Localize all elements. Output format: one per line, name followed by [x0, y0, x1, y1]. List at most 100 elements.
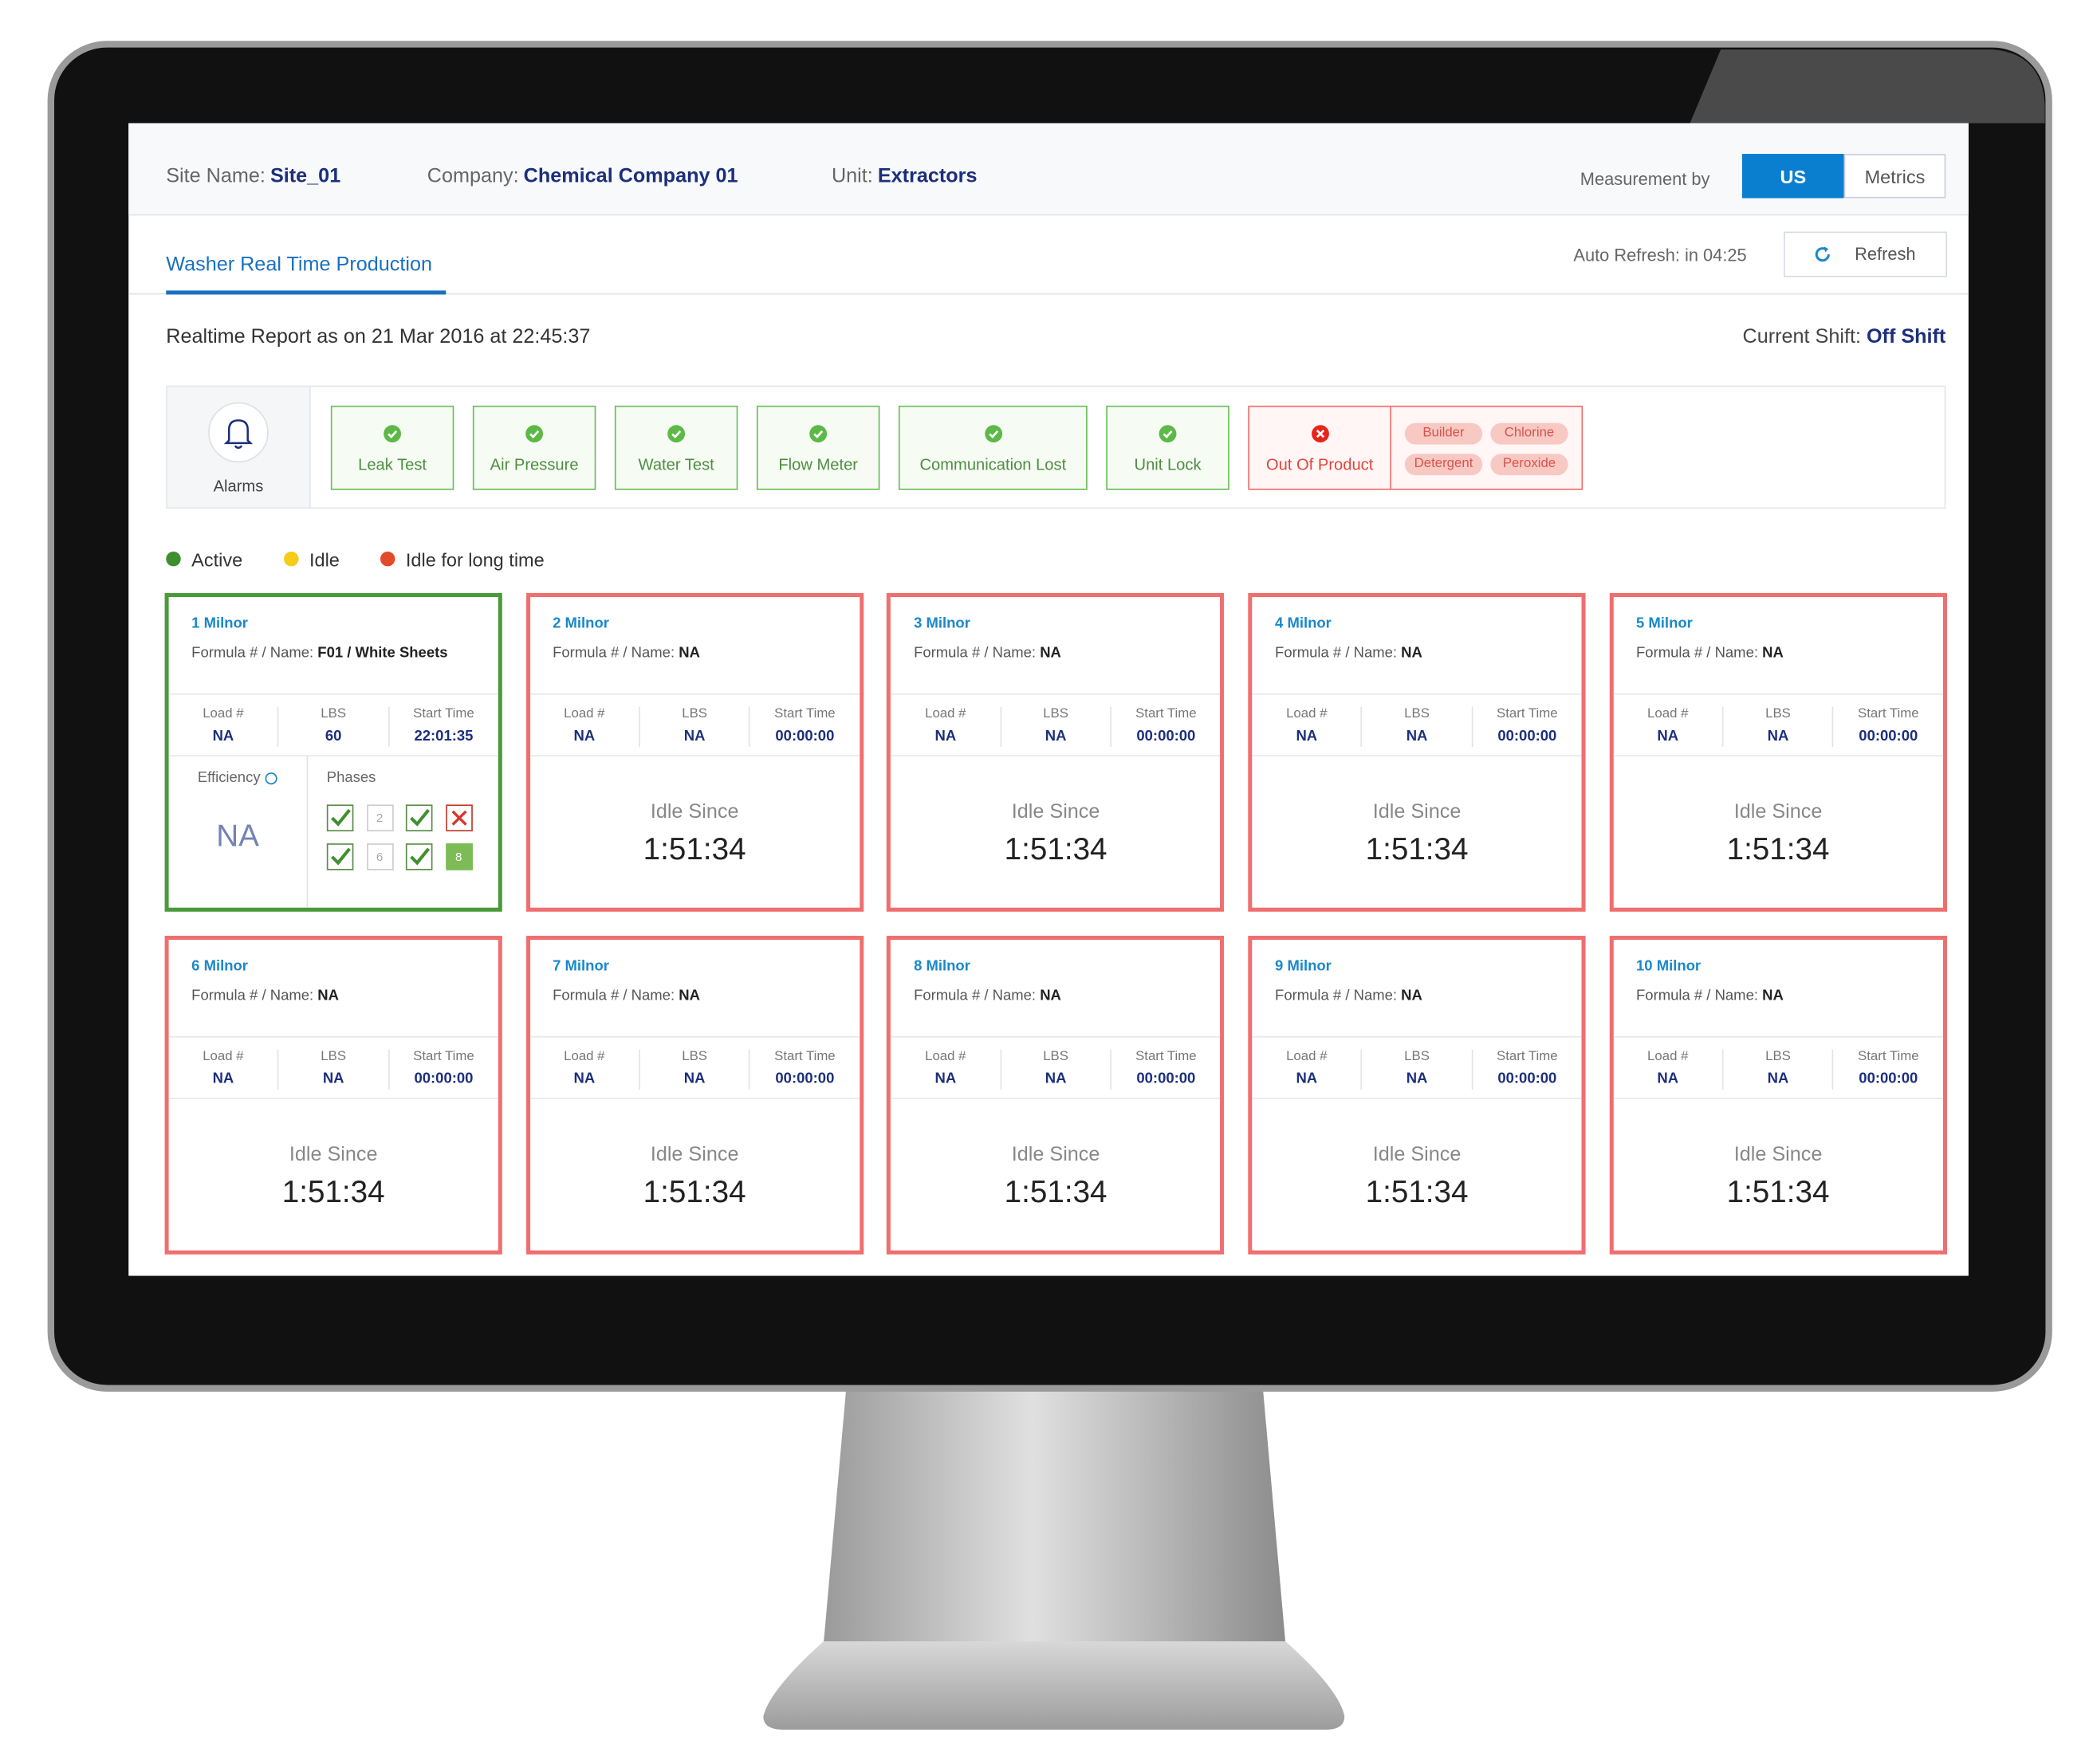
stat-cell: Load # NA: [169, 706, 279, 748]
stat-value: NA: [1767, 728, 1789, 744]
measurement-option[interactable]: Metrics: [1843, 154, 1946, 198]
ok-icon: [984, 425, 1002, 443]
idle-time: 1:51:34: [1726, 1173, 1830, 1209]
stat-cell: LBS NA: [1001, 1049, 1112, 1090]
stat-value: NA: [212, 728, 234, 744]
machine-card[interactable]: 1 Milnor Formula # / Name: F01 / White Sh…: [164, 593, 502, 912]
formula-line: Formula # / Name: NA: [553, 988, 860, 1004]
bezel-reflection: [1690, 49, 2045, 124]
machine-card[interactable]: 3 Milnor Formula # / Name: NA Load # NA LBS N…: [887, 593, 1225, 912]
legend-label: Active: [191, 548, 243, 571]
formula-value: NA: [1401, 645, 1422, 662]
stat-label: LBS: [1043, 706, 1068, 722]
stat-value: NA: [322, 1071, 344, 1087]
idle-block: Idle Since 1:51:34: [891, 756, 1221, 867]
unit-label: Unit:: [831, 164, 873, 188]
machine-name: 4 Milnor: [1275, 615, 1332, 632]
product-chip: Peroxide: [1490, 454, 1568, 476]
stat-cell: LBS NA: [279, 1049, 390, 1090]
stat-cell: LBS NA: [1724, 706, 1834, 748]
formula-label: Formula # / Name:: [1636, 645, 1758, 662]
card-stats: Load # NA LBS NA Start Time 00:00:00: [891, 1038, 1221, 1099]
phase-number: 6: [376, 850, 384, 864]
machine-name: 7 Milnor: [553, 958, 609, 975]
stat-value: NA: [1657, 728, 1679, 744]
measurement-option[interactable]: US: [1742, 154, 1844, 198]
stat-label: Start Time: [1135, 1049, 1197, 1065]
refresh-label: Refresh: [1855, 243, 1916, 264]
stat-label: Load #: [564, 706, 605, 722]
stat-label: Load #: [1286, 1049, 1328, 1065]
stat-value: NA: [1045, 728, 1067, 744]
stat-value: 00:00:00: [1136, 728, 1196, 744]
formula-label: Formula # / Name:: [914, 988, 1037, 1004]
stat-value: 00:00:00: [1497, 728, 1557, 744]
company-info: Company: Chemical Company 01: [427, 165, 738, 188]
formula-line: Formula # / Name: NA: [1275, 988, 1582, 1004]
machine-name: 3 Milnor: [914, 615, 970, 632]
stat-value: 00:00:00: [1497, 1071, 1557, 1087]
stat-label: Load #: [1647, 1049, 1689, 1065]
stat-value: 60: [325, 728, 342, 744]
ok-icon: [384, 425, 402, 443]
stat-label: LBS: [1404, 706, 1430, 722]
stat-label: LBS: [321, 706, 347, 722]
phase-check: [410, 808, 431, 827]
tab-active[interactable]: Washer Real Time Production: [166, 253, 432, 276]
machine-card[interactable]: 2 Milnor Formula # / Name: NA Load # NA LBS N…: [525, 593, 864, 912]
alarm-item: Flow Meter: [756, 405, 880, 490]
stat-cell: Load # NA: [169, 1049, 279, 1090]
formula-line: Formula # / Name: NA: [191, 988, 498, 1004]
shift-value: Off Shift: [1866, 325, 1946, 348]
refresh-button[interactable]: Refresh: [1784, 231, 1947, 277]
formula-line: Formula # / Name: NA: [914, 646, 1221, 662]
formula-value: NA: [1040, 988, 1061, 1004]
stat-label: Start Time: [774, 706, 836, 722]
stat-cell: Start Time 00:00:00: [1111, 1050, 1221, 1090]
phase-box: [445, 804, 473, 831]
machine-card[interactable]: 4 Milnor Formula # / Name: NA Load # NA LBS N…: [1248, 593, 1586, 912]
alarm-name: Water Test: [638, 455, 714, 474]
header-bar: [128, 123, 1969, 216]
card-stats: Load # NA LBS NA Start Time 00:00:00: [891, 695, 1221, 756]
idle-label: Idle Since: [1011, 1143, 1100, 1166]
machine-card[interactable]: 8 Milnor Formula # / Name: NA Load # NA LBS N…: [887, 935, 1225, 1255]
alarms-label: Alarms: [213, 476, 264, 496]
card-header: 10 Milnor Formula # / Name: NA: [1613, 940, 1943, 1038]
stat-cell: Start Time 00:00:00: [750, 707, 860, 747]
machine-card[interactable]: 6 Milnor Formula # / Name: NA Load # NA LBS N…: [164, 935, 502, 1255]
efficiency-text: Efficiency: [197, 769, 261, 786]
screen: Site Name: Site_01 Company: Chemical Com…: [128, 123, 1969, 1276]
legend-label: Idle for long time: [405, 548, 545, 571]
card-header: 9 Milnor Formula # / Name: NA: [1252, 940, 1582, 1038]
stat-label: Start Time: [1497, 1049, 1558, 1065]
stat-cell: Load # NA: [891, 1049, 1001, 1090]
stat-cell: LBS 60: [279, 706, 390, 748]
phase-check: [410, 847, 431, 866]
machine-card[interactable]: 9 Milnor Formula # / Name: NA Load # NA LBS N…: [1248, 935, 1586, 1255]
idle-block: Idle Since 1:51:34: [1252, 1099, 1581, 1210]
card-stats: Load # NA LBS NA Start Time 00:00:00: [529, 1038, 860, 1099]
stat-value: NA: [212, 1071, 234, 1087]
stat-cell: LBS NA: [640, 706, 751, 748]
stat-label: LBS: [682, 706, 707, 722]
machine-card[interactable]: 5 Milnor Formula # / Name: NA Load # NA LBS N…: [1609, 593, 1947, 912]
phase-box: [326, 843, 354, 870]
machine-name: 5 Milnor: [1636, 615, 1693, 632]
alarm-name: Air Pressure: [490, 455, 579, 474]
machine-card[interactable]: 10 Milnor Formula # / Name: NA Load # NA LBS…: [1609, 935, 1947, 1255]
formula-value: NA: [1040, 645, 1061, 662]
formula-line: Formula # / Name: NA: [1636, 988, 1943, 1004]
stat-value: 00:00:00: [775, 1071, 835, 1087]
stat-value: NA: [934, 728, 957, 744]
stand-neck: [823, 1386, 1286, 1644]
machine-card[interactable]: 7 Milnor Formula # / Name: NA Load # NA LBS N…: [525, 935, 864, 1255]
stat-cell: LBS NA: [1724, 1049, 1834, 1090]
machine-name: 8 Milnor: [914, 958, 970, 975]
idle-block: Idle Since 1:51:34: [530, 1099, 860, 1210]
unit-value: Extractors: [877, 164, 978, 188]
phase-box: 6: [366, 843, 393, 870]
stat-value: 00:00:00: [1136, 1071, 1196, 1087]
stat-value: NA: [1767, 1071, 1789, 1087]
idle-time: 1:51:34: [1004, 1173, 1107, 1209]
